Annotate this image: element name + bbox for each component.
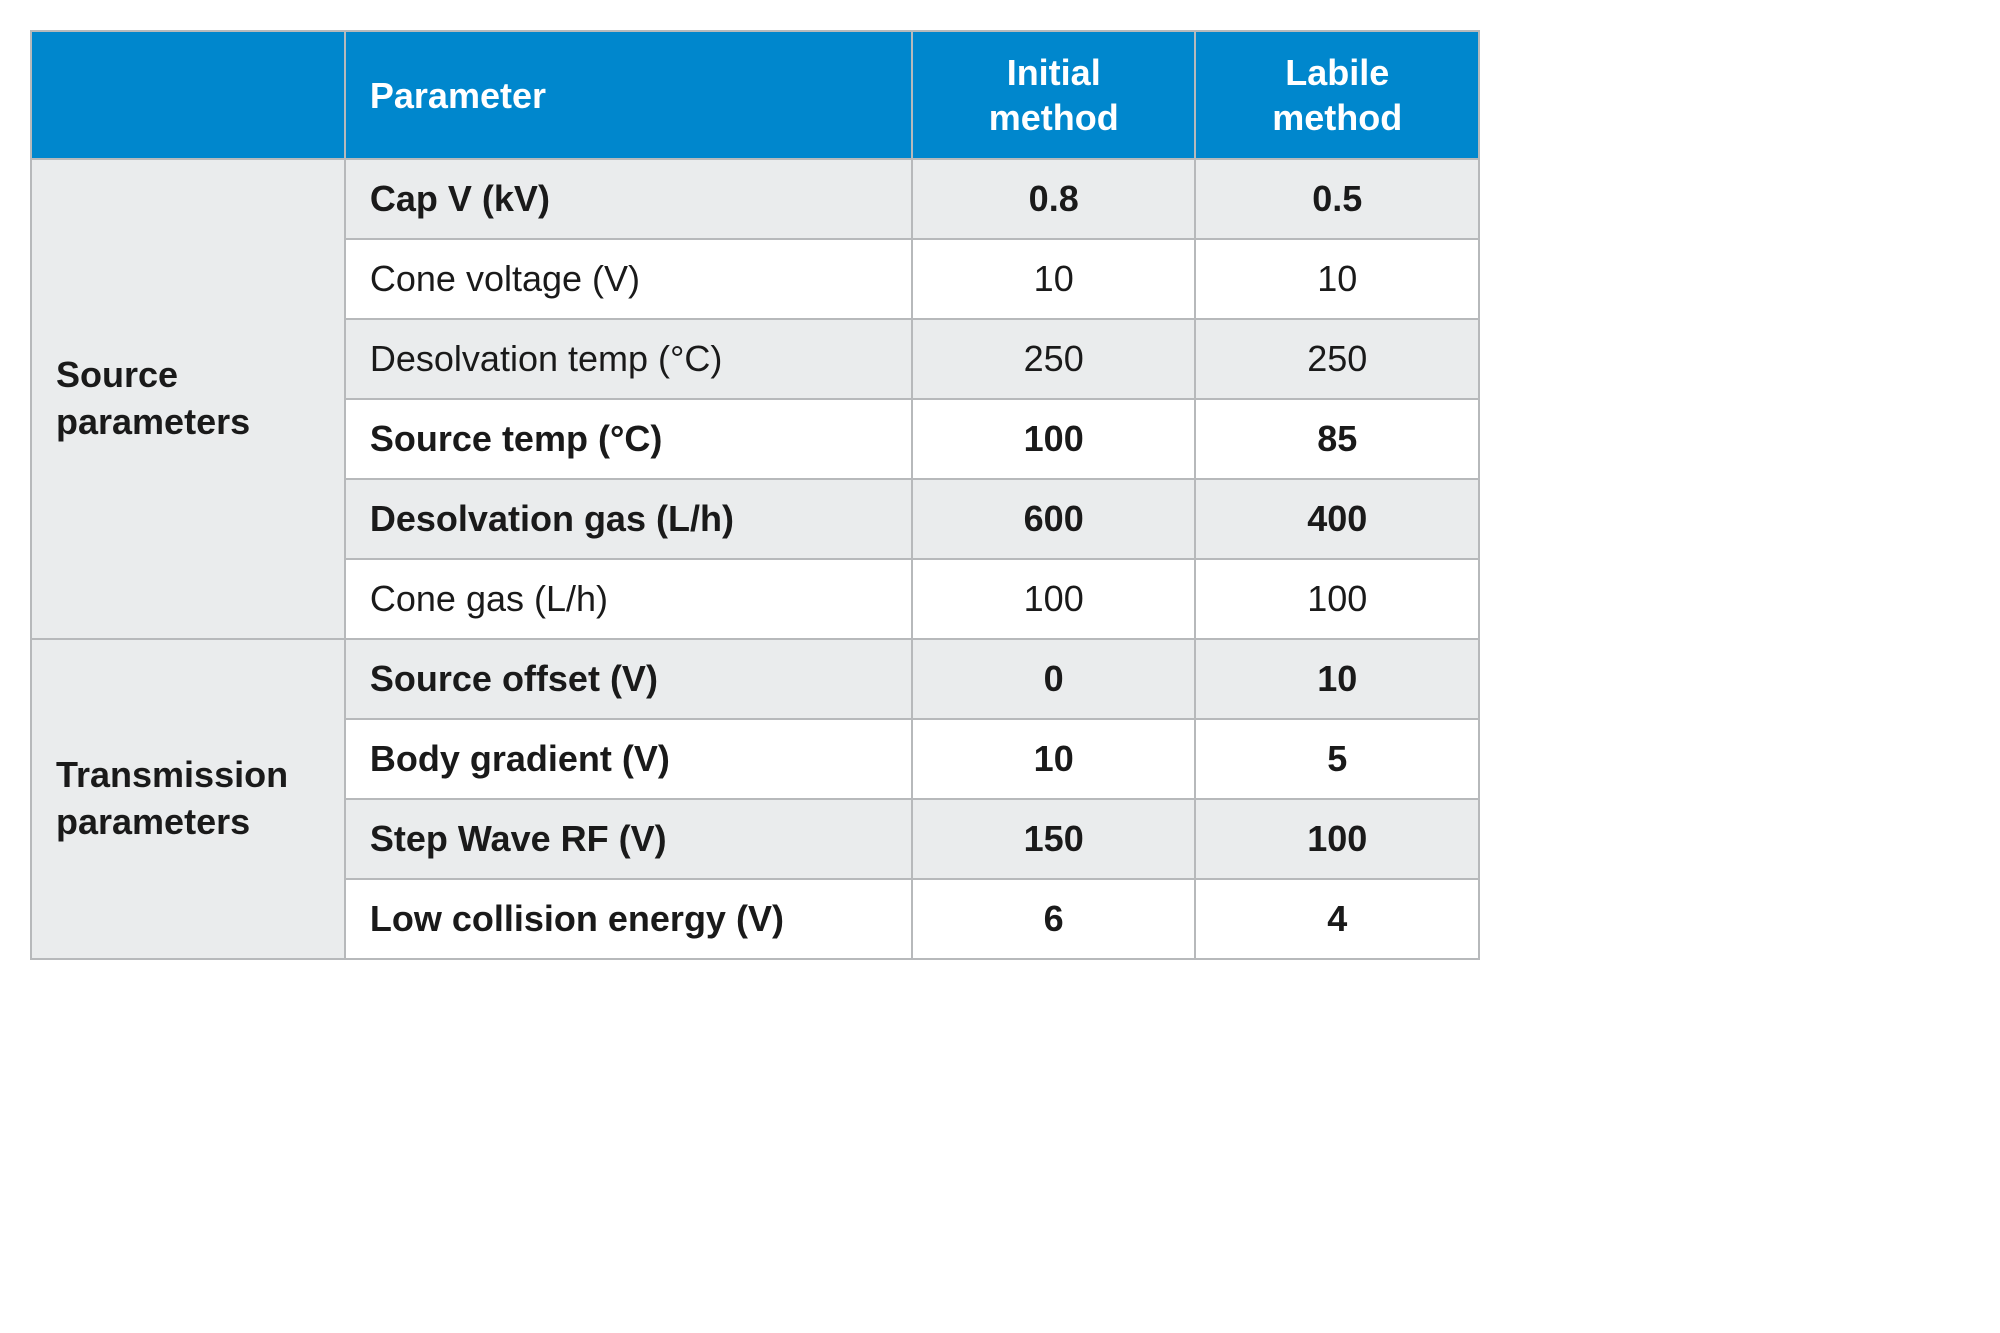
- initial-cell: 10: [912, 719, 1196, 799]
- header-initial: Initial method: [912, 31, 1196, 159]
- labile-cell: 85: [1195, 399, 1479, 479]
- initial-cell: 150: [912, 799, 1196, 879]
- initial-cell: 10: [912, 239, 1196, 319]
- initial-cell: 0: [912, 639, 1196, 719]
- header-blank: [31, 31, 345, 159]
- table-row: SourceparametersCap V (kV)0.80.5: [31, 159, 1479, 239]
- labile-cell: 100: [1195, 559, 1479, 639]
- header-parameter: Parameter: [345, 31, 912, 159]
- param-cell: Low collision energy (V): [345, 879, 912, 959]
- labile-cell: 10: [1195, 239, 1479, 319]
- param-cell: Body gradient (V): [345, 719, 912, 799]
- header-labile: Labile method: [1195, 31, 1479, 159]
- param-cell: Step Wave RF (V): [345, 799, 912, 879]
- table-row: TransmissionparametersSource offset (V)0…: [31, 639, 1479, 719]
- param-cell: Source temp (°C): [345, 399, 912, 479]
- labile-cell: 4: [1195, 879, 1479, 959]
- parameters-table: Parameter Initial method Labile method S…: [30, 30, 1480, 960]
- param-cell: Desolvation temp (°C): [345, 319, 912, 399]
- initial-cell: 0.8: [912, 159, 1196, 239]
- initial-cell: 100: [912, 399, 1196, 479]
- param-cell: Cone gas (L/h): [345, 559, 912, 639]
- initial-cell: 250: [912, 319, 1196, 399]
- param-cell: Cone voltage (V): [345, 239, 912, 319]
- labile-cell: 100: [1195, 799, 1479, 879]
- header-row: Parameter Initial method Labile method: [31, 31, 1479, 159]
- param-cell: Cap V (kV): [345, 159, 912, 239]
- initial-cell: 100: [912, 559, 1196, 639]
- labile-cell: 0.5: [1195, 159, 1479, 239]
- group-label: Sourceparameters: [31, 159, 345, 639]
- initial-cell: 6: [912, 879, 1196, 959]
- table-body: SourceparametersCap V (kV)0.80.5Cone vol…: [31, 159, 1479, 959]
- labile-cell: 400: [1195, 479, 1479, 559]
- param-cell: Desolvation gas (L/h): [345, 479, 912, 559]
- labile-cell: 250: [1195, 319, 1479, 399]
- param-cell: Source offset (V): [345, 639, 912, 719]
- labile-cell: 5: [1195, 719, 1479, 799]
- group-label: Transmissionparameters: [31, 639, 345, 959]
- initial-cell: 600: [912, 479, 1196, 559]
- labile-cell: 10: [1195, 639, 1479, 719]
